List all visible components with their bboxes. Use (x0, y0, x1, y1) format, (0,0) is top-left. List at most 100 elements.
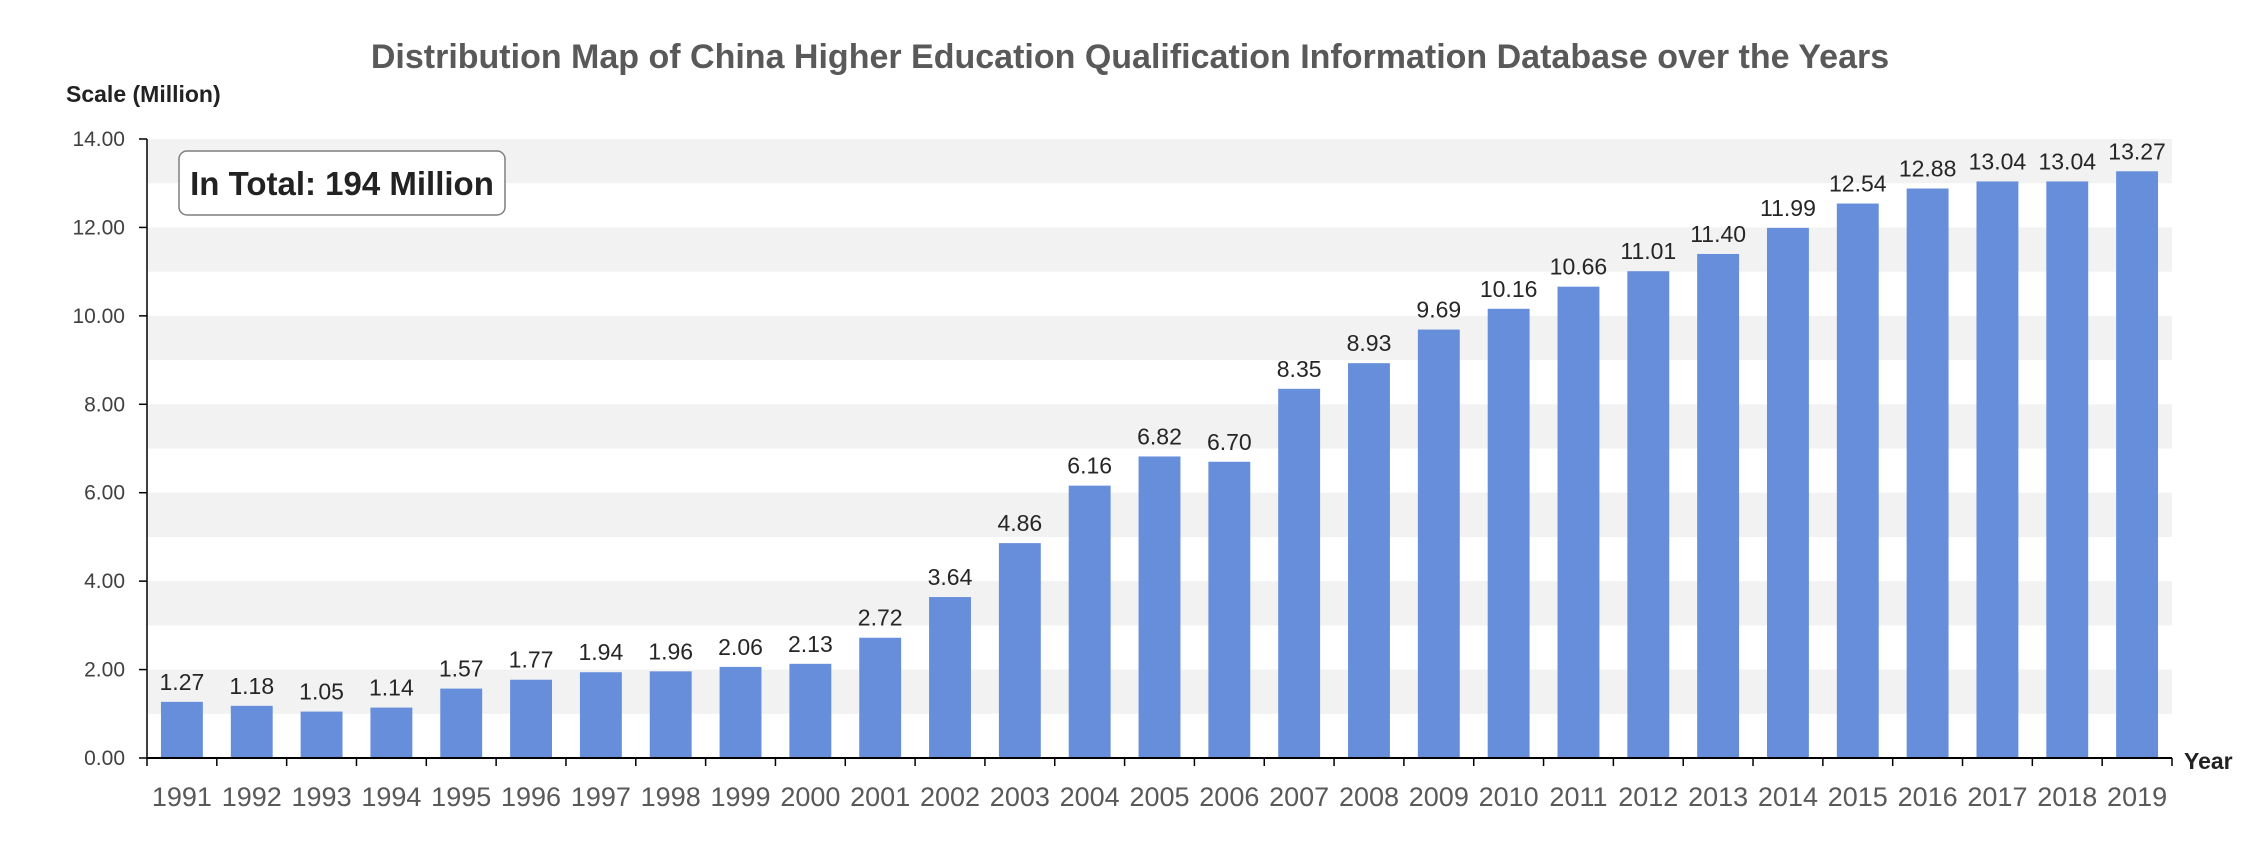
x-tick-label: 2007 (1269, 782, 1329, 812)
data-label-2005: 6.82 (1137, 423, 1182, 449)
data-label-2019: 13.27 (2108, 138, 2166, 164)
data-label-2012: 11.01 (1620, 238, 1676, 264)
chart-title: Distribution Map of China Higher Educati… (371, 38, 1889, 76)
x-tick-label: 1995 (431, 782, 491, 812)
data-label-2001: 2.72 (858, 605, 903, 631)
data-label-1998: 1.96 (648, 638, 693, 664)
x-tick-label: 1993 (292, 782, 352, 812)
data-label-2002: 3.64 (928, 564, 973, 590)
x-tick-label: 2017 (1967, 782, 2027, 812)
x-tick-label: 2015 (1828, 782, 1888, 812)
x-tick-label: 1999 (710, 782, 770, 812)
bar-2006 (1208, 461, 1251, 758)
data-label-1992: 1.18 (229, 673, 274, 699)
x-tick-label: 2006 (1199, 782, 1259, 812)
x-tick-label: 1991 (152, 782, 212, 812)
bar-1997 (579, 672, 622, 758)
bar-2009 (1417, 329, 1460, 758)
data-label-2015: 12.54 (1829, 171, 1887, 197)
y-tick-label: 6.00 (84, 482, 125, 505)
x-axis-ticks: 1991 1992 1993 1994 1995 1996 1997 1998 1999 2000… (146, 758, 2173, 812)
data-label-1995: 1.57 (439, 656, 484, 682)
x-tick-label: 2009 (1409, 782, 1469, 812)
grid-band (147, 404, 2172, 449)
data-label-2009: 9.69 (1416, 297, 1461, 323)
y-tick-label: 0.00 (84, 747, 125, 770)
data-label-2013: 11.40 (1690, 221, 1746, 247)
x-tick-label: 2012 (1618, 782, 1678, 812)
data-label-2011: 10.66 (1550, 254, 1608, 280)
bar-2015 (1836, 203, 1879, 758)
y-tick-label: 8.00 (84, 393, 125, 416)
data-label-2014: 11.99 (1760, 195, 1816, 221)
data-label-1997: 1.94 (578, 639, 623, 665)
data-labels: 1.27 1.18 1.05 1.14 1.57 1.77 1.94 1.96 2.06 2.13… (160, 138, 2166, 704)
y-tick-label: 14.00 (72, 128, 125, 151)
bar-1995 (440, 688, 483, 758)
data-label-2016: 12.88 (1899, 156, 1957, 182)
data-label-2008: 8.93 (1347, 330, 1392, 356)
data-label-2018: 13.04 (2038, 148, 2096, 174)
bar-2016 (1906, 188, 1949, 758)
bars (160, 171, 2159, 759)
x-tick-label: 1997 (571, 782, 631, 812)
bar-2018 (2046, 181, 2089, 759)
bar-2005 (1138, 456, 1181, 758)
bar-1996 (510, 679, 552, 758)
bar-2008 (1348, 363, 1390, 758)
data-label-2017: 13.04 (1969, 148, 2027, 174)
bar-1992 (230, 705, 273, 758)
data-label-1993: 1.05 (299, 679, 344, 705)
x-tick-label: 2010 (1479, 782, 1539, 812)
data-label-2004: 6.16 (1067, 453, 1112, 479)
bar-2007 (1278, 388, 1321, 758)
data-label-1994: 1.14 (369, 675, 414, 701)
x-tick-label: 2003 (990, 782, 1050, 812)
y-tick-label: 4.00 (84, 570, 125, 593)
x-tick-label: 2001 (850, 782, 910, 812)
data-label-2010: 10.16 (1480, 276, 1538, 302)
x-tick-label: 2008 (1339, 782, 1399, 812)
bar-2012 (1627, 271, 1670, 758)
bar-2017 (1976, 181, 2019, 759)
x-tick-label: 2013 (1688, 782, 1748, 812)
bar-2004 (1068, 485, 1111, 758)
bar-1999 (719, 666, 762, 758)
bar-2013 (1697, 253, 1740, 758)
x-axis-title: Year (2184, 748, 2233, 774)
y-tick-label: 12.00 (72, 216, 125, 239)
bar-2000 (789, 663, 832, 758)
total-annotation-label: In Total: 194 Million (190, 165, 494, 202)
x-tick-label: 2004 (1060, 782, 1120, 812)
grid-band (147, 227, 2172, 272)
bar-1993 (300, 711, 343, 758)
x-tick-label: 2000 (780, 782, 840, 812)
data-label-2006: 6.70 (1207, 429, 1252, 455)
x-tick-label: 2016 (1898, 782, 1958, 812)
x-tick-label: 2005 (1129, 782, 1189, 812)
grid-band (147, 315, 2172, 361)
x-tick-label: 2018 (2037, 782, 2097, 812)
bar-2001 (859, 637, 902, 758)
data-label-1996: 1.77 (509, 647, 554, 673)
data-label-2003: 4.86 (997, 510, 1042, 536)
x-tick-label: 1992 (222, 782, 282, 812)
total-annotation: In Total: 194 Million (178, 150, 506, 216)
x-tick-label: 2011 (1549, 782, 1607, 812)
x-tick-label: 1994 (361, 782, 421, 812)
bar-2002 (929, 597, 971, 758)
x-tick-label: 1996 (501, 782, 561, 812)
bar-2010 (1487, 308, 1530, 758)
data-label-1991: 1.27 (160, 669, 205, 695)
data-label-2000: 2.13 (788, 631, 833, 657)
bar-1994 (370, 707, 413, 758)
total-annotation-box (178, 150, 506, 216)
x-tick-label: 1998 (641, 782, 701, 812)
data-label-1999: 2.06 (718, 634, 763, 660)
y-axis-ticks: 0.00 2.00 4.00 6.00 8.00 10.00 12.00 14.00 (72, 128, 147, 770)
y-tick-label: 2.00 (84, 659, 125, 682)
y-axis-title: Scale (Million) (66, 81, 221, 107)
grid-bands (147, 139, 2172, 714)
